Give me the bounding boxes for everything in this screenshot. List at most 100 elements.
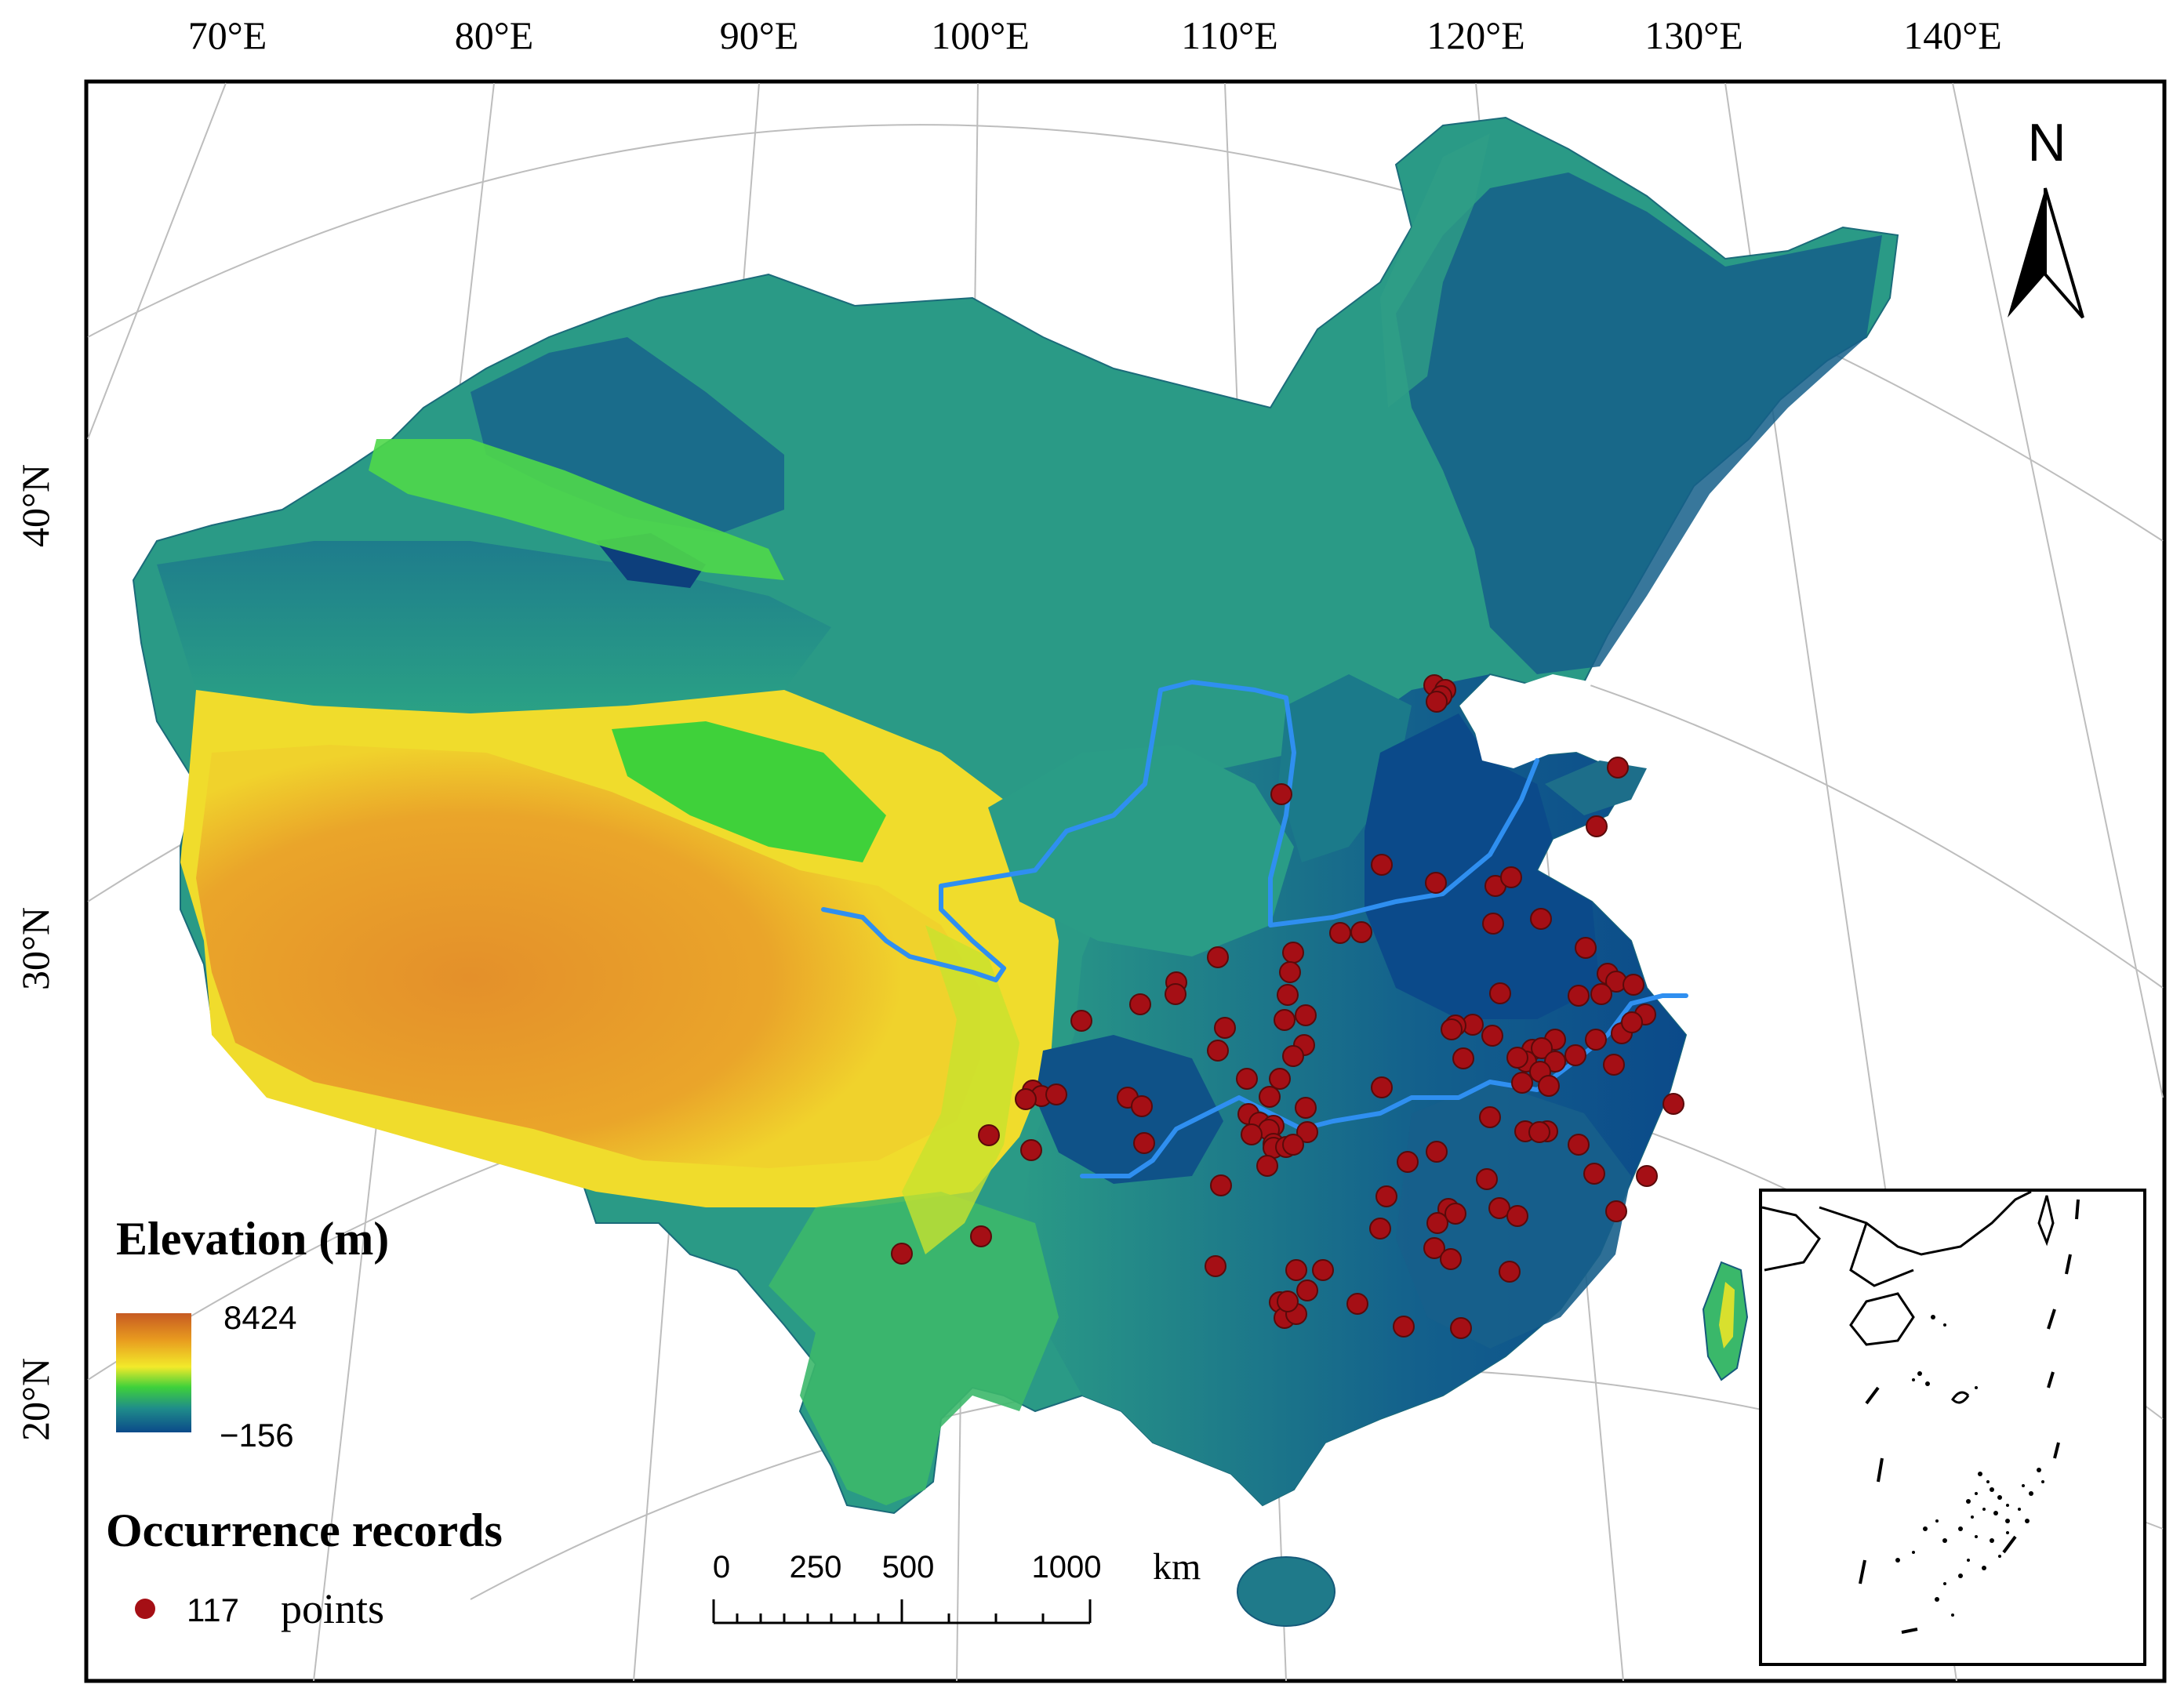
- occurrence-point: [1482, 913, 1504, 935]
- occurrence-point: [1636, 1165, 1658, 1187]
- bohai-sea: [1474, 674, 1592, 768]
- elevation-max-label: 8424: [223, 1299, 296, 1336]
- lon-label-120: 120°E: [1426, 13, 1525, 57]
- occurrence-point: [1241, 1123, 1263, 1145]
- occurrence-point: [1603, 1054, 1625, 1076]
- occurrence-point: [1346, 1293, 1368, 1315]
- occurrence-point: [1511, 1072, 1533, 1094]
- occurrence-point-symbol: [135, 1599, 155, 1619]
- occurrence-point: [1279, 961, 1301, 983]
- occurrence-point: [1425, 872, 1447, 894]
- occurrence-point: [1590, 983, 1612, 1005]
- occurrence-point: [1045, 1083, 1067, 1105]
- occurrence-point: [1350, 921, 1372, 943]
- occurrence-point: [1205, 1255, 1226, 1277]
- sichuan-basin: [1035, 1035, 1223, 1184]
- lon-label-100: 100°E: [931, 13, 1030, 57]
- occurrence-point: [1607, 757, 1629, 779]
- tian-shan: [369, 439, 784, 580]
- occurrence-point: [1131, 1095, 1153, 1117]
- south-china-sea-inset: [1759, 1189, 2146, 1666]
- lat-label-40: 40°N: [13, 464, 57, 547]
- northeast-region: [1396, 172, 1882, 674]
- occurrence-point: [1623, 974, 1644, 996]
- occurrence-point: [1423, 1237, 1445, 1259]
- occurrence-point: [1426, 1141, 1448, 1163]
- china-landmass: [132, 116, 1899, 1627]
- occurrence-point: [1568, 1134, 1590, 1156]
- occurrence-point: [1538, 1075, 1560, 1097]
- occurrence-point: [1282, 942, 1304, 964]
- scale-tick-250: 250: [790, 1550, 842, 1584]
- occurrence-point: [1568, 985, 1590, 1007]
- occurrence-point: [1312, 1259, 1334, 1281]
- occurrence-point: [1393, 1316, 1415, 1338]
- occurrence-point: [1369, 1218, 1391, 1240]
- qaidam-basin: [612, 721, 886, 862]
- occurrence-points: [891, 674, 1684, 1339]
- occurrence-point: [1277, 984, 1299, 1006]
- greater-khingan: [1380, 133, 1490, 408]
- elevation-legend: Elevation (m) 8424 −156: [116, 1213, 389, 1454]
- occurrence-point: [1575, 937, 1597, 959]
- lon-label-130: 130°E: [1644, 13, 1743, 57]
- occurrence-point: [1426, 691, 1448, 713]
- elevation-min-label: −156: [220, 1417, 294, 1454]
- occurrence-point: [1426, 1212, 1448, 1234]
- occurrence-point: [1450, 1317, 1472, 1339]
- occurrence-point: [1621, 1011, 1643, 1033]
- occurrence-point: [1296, 1121, 1318, 1143]
- occurrence-point: [970, 1225, 992, 1247]
- scale-tick-500: 500: [882, 1550, 935, 1584]
- occurrence-point: [1070, 1010, 1092, 1032]
- points-count: 117: [187, 1592, 239, 1628]
- north-arrow: N: [2008, 113, 2084, 319]
- occurrence-point: [1544, 1051, 1566, 1073]
- occurrence-point: [1285, 1259, 1307, 1281]
- longitude-labels: 70°E 80°E 90°E 100°E 110°E 120°E 130°E 1…: [188, 13, 2002, 57]
- occurrence-point: [978, 1124, 1000, 1146]
- lon-label-140: 140°E: [1903, 13, 2002, 57]
- occurrence-point: [1269, 1068, 1291, 1090]
- lon-label-70: 70°E: [188, 13, 267, 57]
- occurrence-point: [1530, 908, 1552, 930]
- occurrence-point: [1528, 1121, 1550, 1143]
- occurrence-point: [1583, 1163, 1605, 1185]
- occurrence-point: [1236, 1068, 1258, 1090]
- lon-label-110: 110°E: [1181, 13, 1278, 57]
- scale-bar-line: [712, 1599, 1092, 1624]
- occurrence-point: [1277, 1290, 1299, 1312]
- tibetan-plateau: [196, 745, 980, 1168]
- north-arrow-icon: [2008, 187, 2084, 319]
- occurrence-point: [1375, 1185, 1397, 1207]
- occurrence-point: [1256, 1155, 1278, 1177]
- occurrence-point: [1440, 1248, 1462, 1270]
- occurrence-point: [1295, 1004, 1317, 1026]
- scale-bar: 0 250 500 1000 km: [712, 1546, 1201, 1624]
- scale-tick-1000: 1000: [1032, 1550, 1102, 1584]
- occurrence-point: [1564, 1044, 1586, 1066]
- nine-dash-line: [1859, 1199, 2080, 1634]
- scale-unit: km: [1153, 1546, 1201, 1588]
- loess-plateau: [988, 745, 1294, 956]
- occurrence-point: [1207, 946, 1229, 968]
- north-china-plain: [1365, 713, 1600, 1019]
- occurrence-point: [1506, 1047, 1528, 1069]
- occurrence-point: [1295, 1097, 1317, 1119]
- inset-frame: [1759, 1189, 2146, 1666]
- yunnan-guizhou-plateau: [769, 1192, 1059, 1505]
- occurrence-point: [1274, 1009, 1296, 1031]
- occurrence-point: [1259, 1086, 1281, 1108]
- hengduan-mountains: [902, 925, 1019, 1254]
- elevation-legend-title: Elevation (m): [116, 1213, 389, 1265]
- taiwan-central-range: [1719, 1282, 1735, 1348]
- occurrence-legend: Occurrence records 117 points: [106, 1505, 503, 1632]
- occurrence-point: [1479, 1106, 1501, 1128]
- occurrence-point: [1207, 1040, 1229, 1062]
- latitude-labels: 40°N 30°N 20°N: [13, 464, 57, 1441]
- yellow-river: [821, 680, 1539, 982]
- occurrence-point: [1015, 1088, 1037, 1110]
- occurrence-point: [1605, 1200, 1627, 1222]
- lat-label-20: 20°N: [13, 1358, 57, 1441]
- occurrence-point: [1500, 866, 1522, 888]
